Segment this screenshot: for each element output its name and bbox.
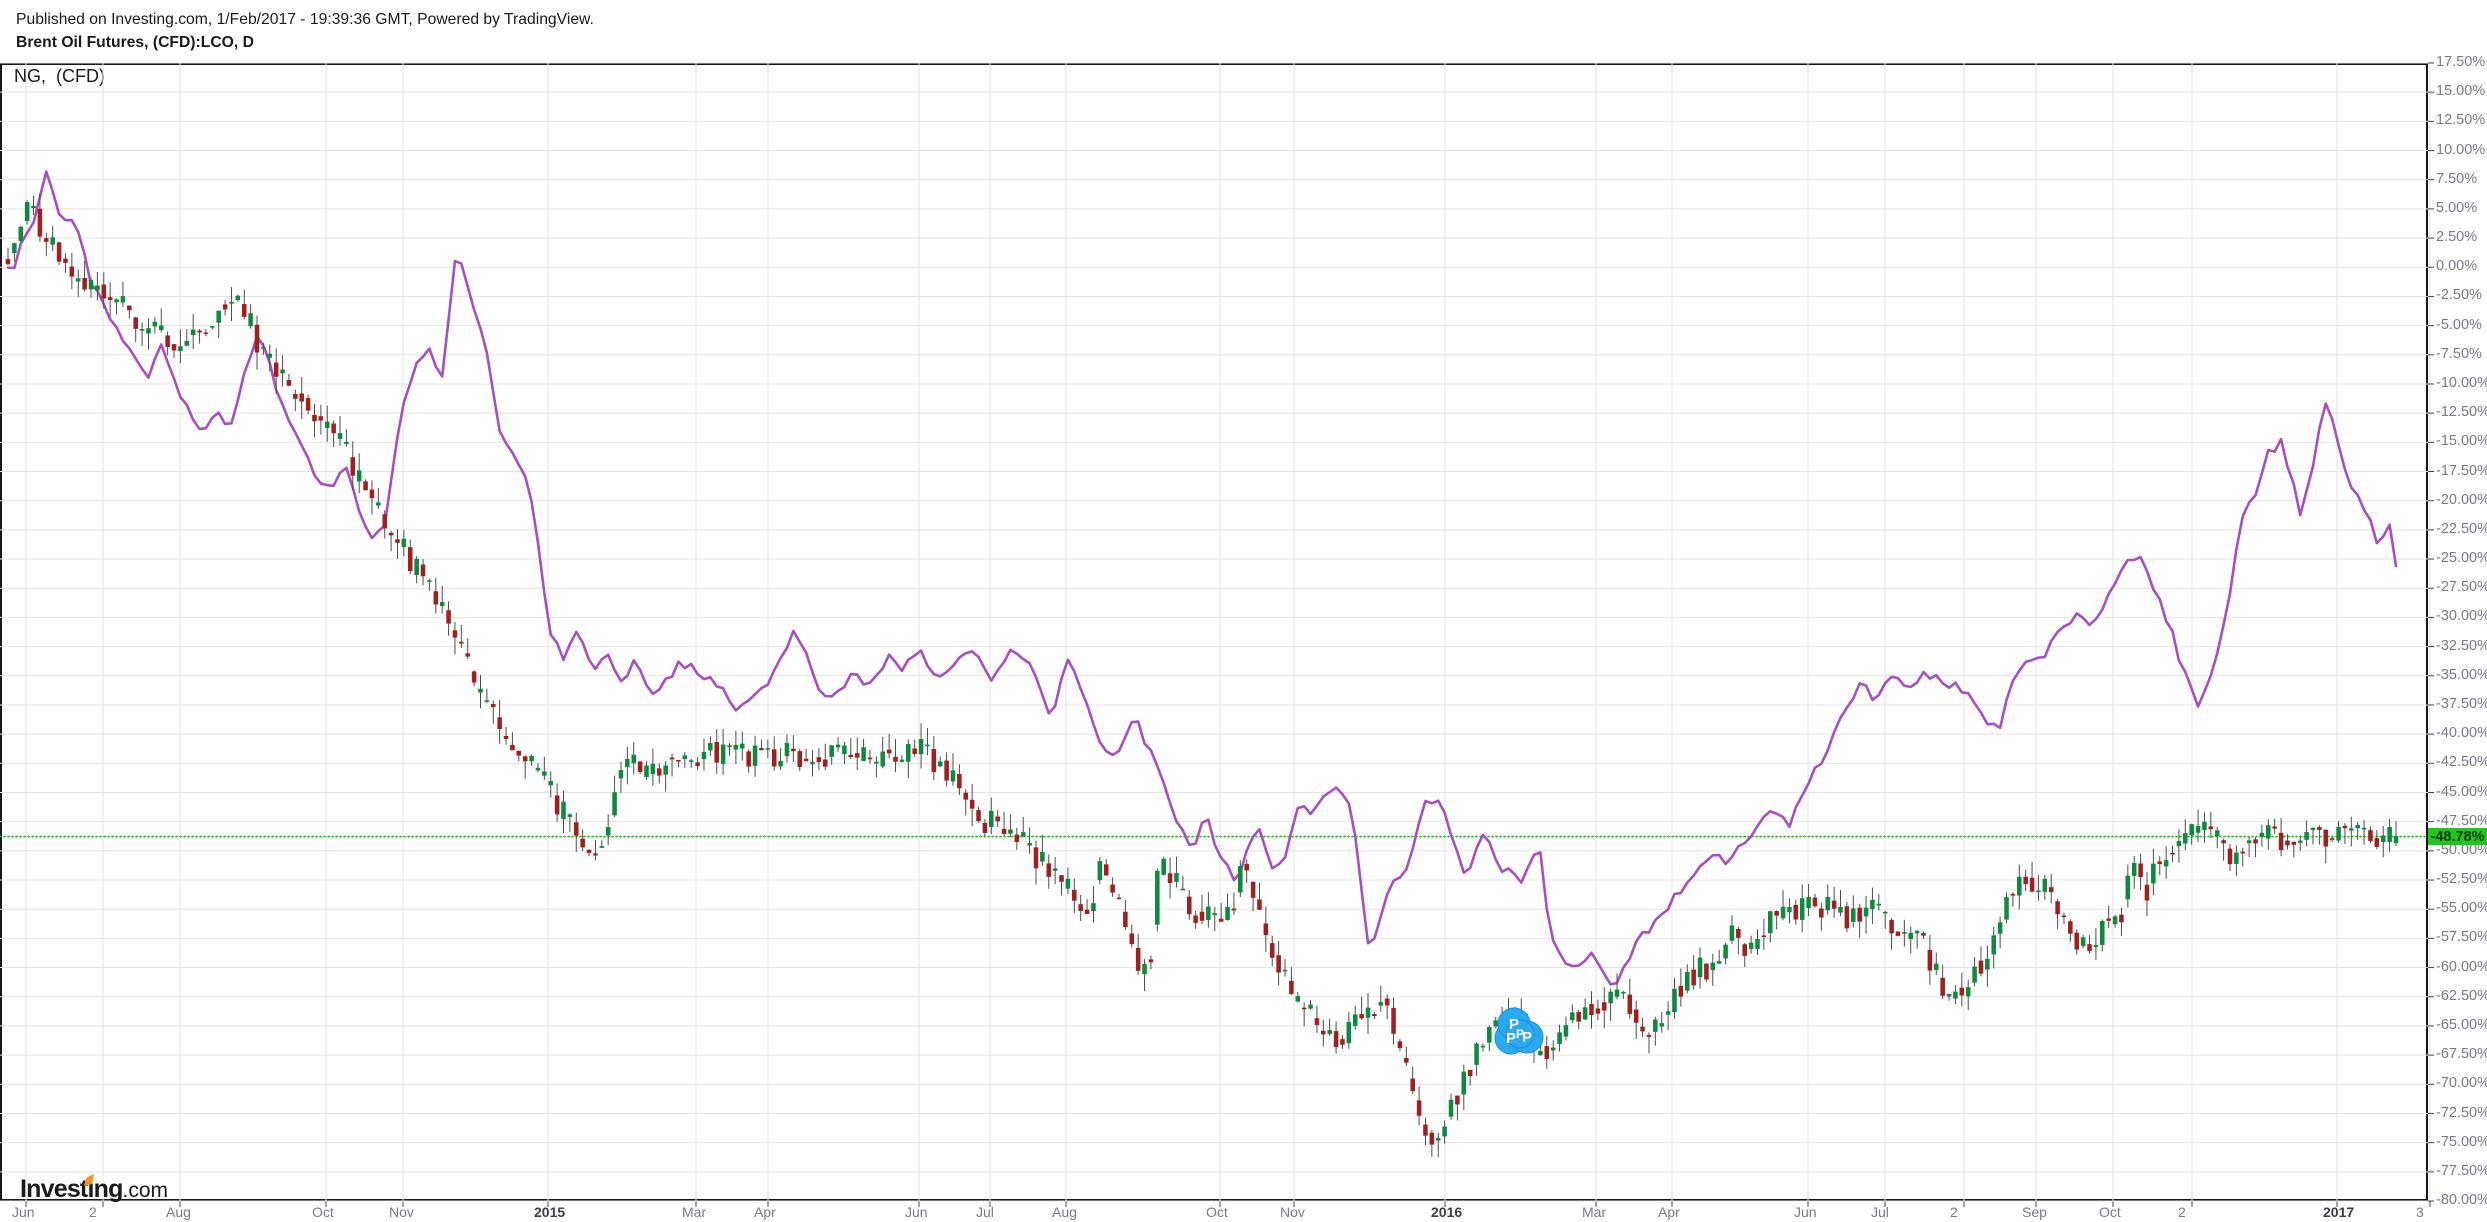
svg-text:P: P	[1516, 1027, 1524, 1041]
